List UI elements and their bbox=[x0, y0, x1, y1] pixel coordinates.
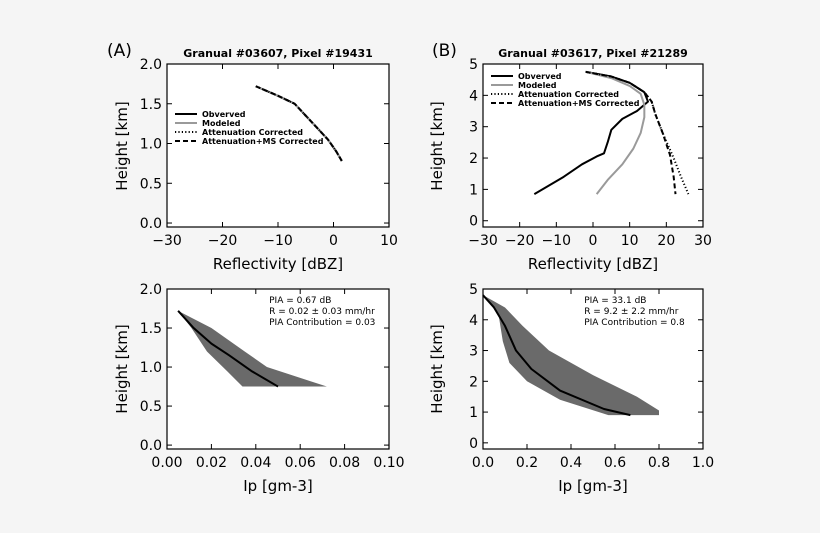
y-tick-label: 3 bbox=[469, 344, 478, 360]
y-tick-label: 0.5 bbox=[140, 176, 162, 192]
panel-a-ticks: −30 −20 −10 0 10 0.0 0.5 1.0 1.5 2.0 bbox=[140, 57, 398, 249]
panel-d-ip: Ip [gm-3] Height [km] 0.0 0.2 0.4 0.6 0.8 1.0… bbox=[428, 282, 714, 495]
x-tick-label: 0 bbox=[329, 233, 338, 249]
y-tick-label: 4 bbox=[469, 88, 478, 104]
legend-label: Modeled bbox=[202, 119, 241, 128]
x-tick-label: −10 bbox=[542, 233, 572, 249]
annotation-text: PIA = 33.1 dB bbox=[584, 296, 646, 306]
panel-a-label: (A) bbox=[107, 41, 132, 61]
uncertainty-band bbox=[483, 295, 659, 416]
x-tick-label: 0.00 bbox=[151, 455, 182, 471]
x-tick-label: −20 bbox=[208, 233, 238, 249]
panel-c-ip: Ip [gm-3] Height [km] 0.00 0.02 0.04 0.06 0.… bbox=[113, 282, 405, 495]
panel-b-reflectivity: (B) Granual #03617, Pixel #21289 Reflect… bbox=[428, 41, 712, 273]
panel-a-reflectivity: (A) Granual #03607, Pixel #19431 Reflect… bbox=[107, 41, 398, 273]
panel-a-title: Granual #03607, Pixel #19431 bbox=[183, 47, 373, 60]
x-tick-label: 0 bbox=[589, 233, 598, 249]
panel-b-series bbox=[533, 70, 690, 195]
x-tick-label: 0.10 bbox=[373, 455, 404, 471]
x-tick-label: 10 bbox=[621, 233, 639, 249]
y-tick-label: 1.5 bbox=[140, 321, 162, 337]
x-tick-label: 0.8 bbox=[648, 455, 670, 471]
y-tick-label: 2.0 bbox=[140, 57, 162, 73]
x-tick-label: 0.06 bbox=[285, 455, 316, 471]
y-tick-label: 0.0 bbox=[140, 216, 162, 232]
panel-b-ylabel: Height [km] bbox=[428, 101, 446, 190]
panel-d-ylabel: Height [km] bbox=[428, 324, 446, 413]
y-tick-label: 2 bbox=[469, 151, 478, 167]
panel-c-xlabel: Ip [gm-3] bbox=[243, 477, 313, 495]
y-tick-label: 1.5 bbox=[140, 97, 162, 113]
panel-a-plot-frame bbox=[166, 63, 390, 228]
x-tick-label: 20 bbox=[657, 233, 675, 249]
panel-c-series bbox=[177, 310, 327, 388]
y-tick-label: 0 bbox=[469, 436, 478, 452]
annotation-text: PIA Contribution = 0.03 bbox=[269, 318, 375, 328]
x-tick-label: −30 bbox=[468, 233, 498, 249]
x-tick-label: 0.0 bbox=[472, 455, 494, 471]
x-tick-label: 10 bbox=[380, 233, 398, 249]
y-tick-label: 1 bbox=[469, 405, 478, 421]
panel-b-ticks: −30 −20 −10 0 10 20 30 0 1 2 3 4 5 bbox=[468, 57, 712, 249]
legend-label: Attenuation Corrected bbox=[518, 90, 619, 99]
legend-label: Modeled bbox=[518, 81, 557, 90]
y-tick-label: 5 bbox=[469, 282, 478, 298]
y-tick-label: 3 bbox=[469, 120, 478, 136]
y-tick-label: 2 bbox=[469, 374, 478, 390]
series-line-mean bbox=[177, 310, 279, 388]
y-tick-label: 1 bbox=[469, 182, 478, 198]
panel-a-xlabel: Reflectivity [dBZ] bbox=[213, 255, 343, 273]
panel-d-xlabel: Ip [gm-3] bbox=[558, 477, 628, 495]
annotation-text: R = 9.2 ± 2.2 mm/hr bbox=[584, 307, 679, 317]
y-tick-label: 1.0 bbox=[140, 137, 162, 153]
legend-label: Attenuation+MS Corrected bbox=[518, 99, 640, 108]
panel-d-ticks: 0.0 0.2 0.4 0.6 0.8 1.0 0 1 2 3 4 5 bbox=[469, 282, 714, 471]
y-tick-label: 0.0 bbox=[140, 438, 162, 454]
x-tick-label: −30 bbox=[152, 233, 182, 249]
x-tick-label: 30 bbox=[694, 233, 712, 249]
y-tick-label: 0 bbox=[469, 214, 478, 230]
y-tick-label: 4 bbox=[469, 313, 478, 329]
x-tick-label: −20 bbox=[505, 233, 535, 249]
panel-c-plot-frame bbox=[166, 288, 390, 450]
panel-b-xlabel: Reflectivity [dBZ] bbox=[528, 255, 658, 273]
x-tick-label: −10 bbox=[263, 233, 293, 249]
panel-d-series bbox=[482, 294, 659, 417]
panel-c-ticks: 0.00 0.02 0.04 0.06 0.08 0.10 0.0 0.5 1.0 1.5 2.0 bbox=[140, 282, 405, 471]
x-tick-label: 0.6 bbox=[604, 455, 626, 471]
x-tick-label: 0.4 bbox=[560, 455, 582, 471]
series-line-attenuation-ms-corrected bbox=[585, 70, 677, 195]
legend-label: Obverved bbox=[518, 72, 562, 81]
legend-label: Attenuation+MS Corrected bbox=[202, 137, 324, 146]
y-tick-label: 2.0 bbox=[140, 282, 162, 298]
annotation-text: PIA = 0.67 dB bbox=[269, 296, 331, 306]
annotation-text: PIA Contribution = 0.8 bbox=[584, 318, 685, 328]
panel-a-series bbox=[255, 85, 343, 162]
panel-b-label: (B) bbox=[432, 41, 457, 61]
annotation-text: R = 0.02 ± 0.03 mm/hr bbox=[269, 307, 375, 317]
series-line-attenuation-ms-corrected bbox=[255, 85, 343, 162]
x-tick-label: 0.02 bbox=[196, 455, 227, 471]
y-tick-label: 5 bbox=[469, 57, 478, 73]
panel-b-title: Granual #03617, Pixel #21289 bbox=[498, 47, 688, 60]
panel-a-ylabel: Height [km] bbox=[113, 101, 131, 190]
x-tick-label: 0.08 bbox=[329, 455, 360, 471]
series-line-modeled bbox=[585, 70, 646, 195]
x-tick-label: 0.2 bbox=[516, 455, 538, 471]
series-line-mean bbox=[482, 294, 631, 417]
panel-c-ylabel: Height [km] bbox=[113, 324, 131, 413]
legend-label: Obverved bbox=[202, 110, 246, 119]
y-tick-label: 1.0 bbox=[140, 360, 162, 376]
x-tick-label: 1.0 bbox=[692, 455, 714, 471]
x-tick-label: 0.04 bbox=[240, 455, 271, 471]
panel-b-plot-frame bbox=[482, 63, 704, 228]
y-tick-label: 0.5 bbox=[140, 399, 162, 415]
legend-label: Attenuation Corrected bbox=[202, 128, 303, 137]
